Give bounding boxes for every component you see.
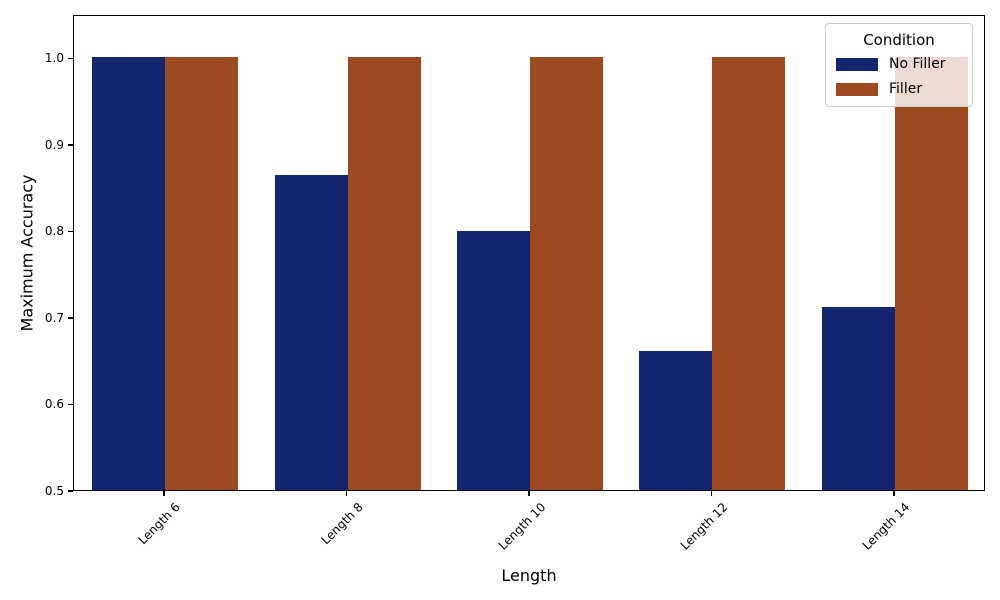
bar-no-filler-length-12 (639, 350, 713, 490)
x-tick-mark (893, 491, 895, 496)
x-tick-mark (163, 491, 165, 496)
x-axis-label: Length (501, 566, 557, 585)
legend-title: Condition (863, 31, 935, 49)
legend: Condition No Filler Filler (825, 23, 973, 107)
bar-filler-length-14 (894, 57, 968, 490)
bar-no-filler-length-8 (274, 174, 348, 490)
x-tick-label-length-8: Length 8 (318, 500, 366, 548)
legend-swatch-no-filler (836, 57, 878, 71)
y-tick-mark (68, 230, 73, 233)
bar-filler-length-6 (165, 57, 239, 490)
x-tick-label-length-12: Length 12 (677, 500, 731, 553)
legend-label-filler: Filler (889, 81, 923, 97)
bar-filler-length-8 (347, 57, 421, 490)
x-tick-mark (710, 491, 713, 496)
y-tick-mark (68, 144, 73, 146)
legend-item-filler: Filler (836, 81, 962, 97)
x-tick-label-length-6: Length 6 (135, 500, 184, 548)
y-tick-mark (68, 490, 73, 492)
y-tick-mark (68, 403, 73, 406)
y-tick-label: 1.0 (44, 51, 64, 66)
bar-no-filler-length-10 (457, 231, 530, 490)
legend-label-no-filler: No Filler (889, 56, 946, 72)
legend-item-no-filler: No Filler (836, 56, 962, 72)
y-tick-label: 0.8 (44, 224, 64, 239)
y-tick-label: 0.5 (44, 484, 64, 498)
y-tick-label: 0.9 (44, 137, 64, 152)
y-tick-mark (68, 57, 73, 60)
bar-no-filler-length-6 (92, 57, 166, 490)
x-tick-label-length-14: Length 14 (860, 500, 913, 553)
x-tick-mark (345, 491, 348, 496)
y-tick-mark (68, 317, 73, 319)
bar-filler-length-12 (712, 57, 786, 490)
legend-swatch-filler (836, 82, 878, 96)
x-tick-mark (528, 491, 530, 496)
y-tick-label: 0.6 (44, 397, 64, 412)
bar-no-filler-length-14 (821, 307, 895, 490)
bar-filler-length-10 (530, 57, 603, 490)
x-tick-label-length-10: Length 10 (495, 500, 548, 553)
y-axis-label: Maximum Accuracy (17, 174, 37, 332)
y-tick-label: 0.7 (44, 310, 64, 325)
